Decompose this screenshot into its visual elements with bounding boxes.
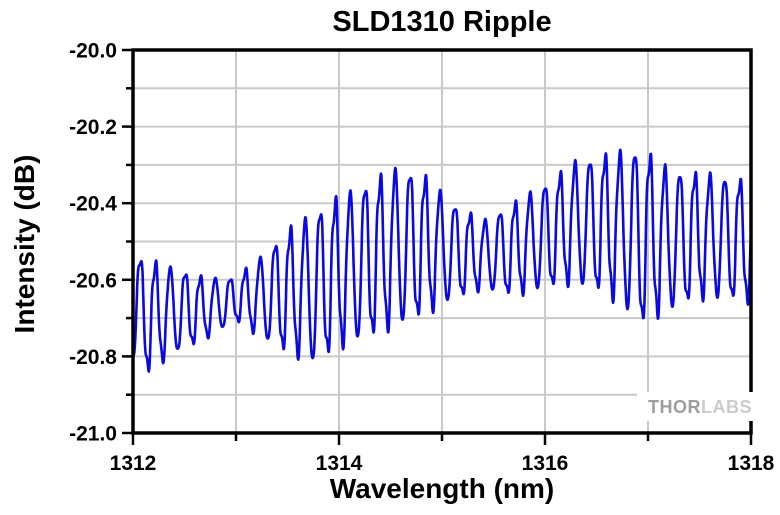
x-tick-label: 1316 [522, 452, 569, 475]
y-tick-label: -21.0 [69, 423, 117, 446]
x-tick-label: 1312 [110, 452, 157, 475]
chart-title: SLD1310 Ripple [332, 6, 552, 38]
y-tick-label: -20.0 [69, 40, 117, 63]
watermark-thor-text: THOR [648, 396, 701, 417]
y-axis-title: Intensity (dB) [9, 154, 40, 334]
x-tick-label: 1314 [316, 452, 363, 475]
axis-frame [131, 48, 753, 435]
watermark-labs-text: LABS [701, 396, 752, 417]
y-tick-label: -20.8 [69, 346, 117, 369]
ripple-curve [131, 148, 753, 373]
y-tick-label: -20.6 [69, 269, 117, 292]
x-tick-label: 1318 [728, 452, 775, 475]
y-tick-label: -20.4 [69, 193, 117, 216]
y-tick-label: -20.2 [69, 116, 117, 139]
thorlabs-watermark: THOR LABS [637, 392, 755, 421]
x-axis-title: Wavelength (nm) [329, 473, 555, 504]
